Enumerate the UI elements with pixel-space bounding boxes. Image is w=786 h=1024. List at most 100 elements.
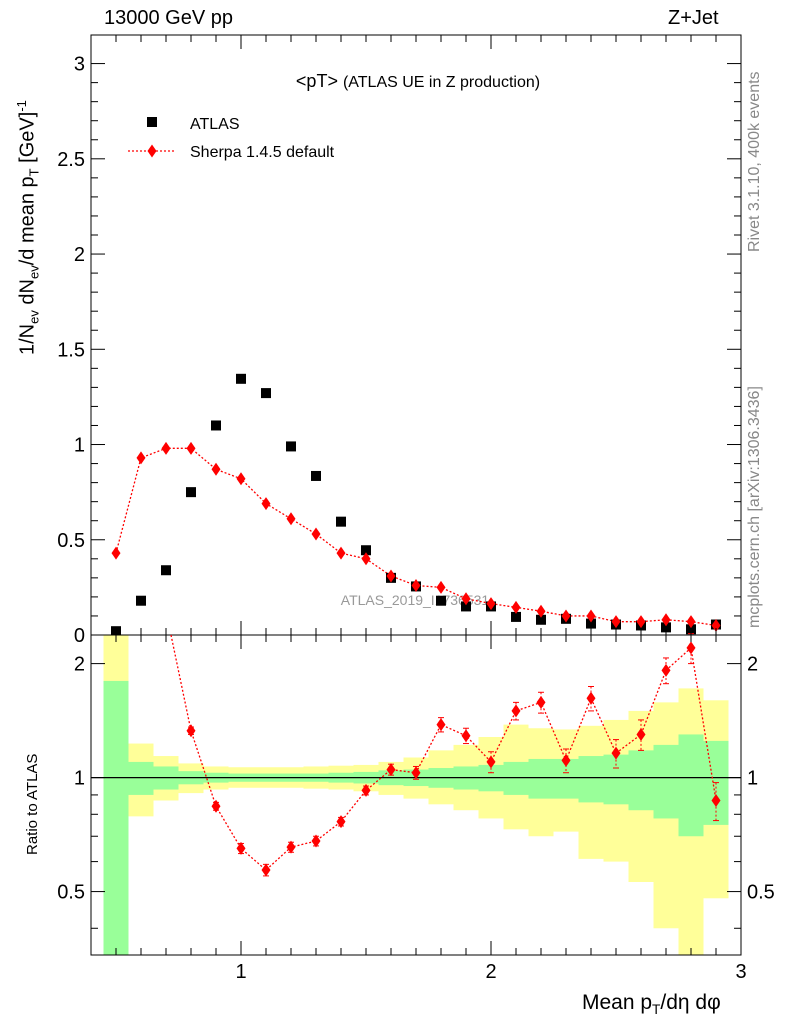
x-tick-label: 3 xyxy=(735,961,746,983)
stat-band-bin xyxy=(603,754,629,805)
x-tick-label: 1 xyxy=(235,961,246,983)
ratio-sherpa-point xyxy=(186,724,196,738)
stat-band-bin xyxy=(678,734,704,837)
ratio-sherpa-point xyxy=(386,763,396,777)
ratio-sherpa-point xyxy=(611,746,621,760)
sherpa-data-point xyxy=(136,451,146,465)
x-tick-label: 2 xyxy=(485,961,496,983)
legend-atlas-marker xyxy=(147,117,157,127)
ratio-sherpa-point xyxy=(261,863,271,877)
ratio-sherpa-line xyxy=(170,634,717,871)
main-y-tick-label: 2 xyxy=(74,244,85,266)
main-y-tick-label: 0 xyxy=(74,625,85,647)
sherpa-data-point xyxy=(311,527,321,541)
atlas-data-point xyxy=(436,595,446,606)
ratio-sherpa-point xyxy=(211,799,221,813)
stat-band-bin xyxy=(128,761,154,795)
sherpa-data-point xyxy=(361,552,371,566)
ratio-sherpa-point xyxy=(536,695,546,709)
atlas-data-point xyxy=(286,441,296,452)
atlas-data-point xyxy=(661,622,671,633)
stat-band-bin xyxy=(503,761,529,795)
stat-band-bin xyxy=(578,756,604,803)
main-frame xyxy=(90,34,742,636)
sherpa-data-point xyxy=(561,609,571,623)
main-y-tick-label: 0.5 xyxy=(57,530,85,552)
legend-sherpa-label: Sherpa 1.4.5 default xyxy=(190,144,335,161)
ratio-sherpa-point xyxy=(711,793,721,807)
ratio-y-tick-label-left: 0.5 xyxy=(57,882,85,904)
main-panel: 0 0.5 1 1.5 2 2.5 3 <pT> (ATLAS UE in Z product… xyxy=(57,34,742,647)
ratio-sherpa-point xyxy=(311,834,321,848)
sherpa-data-point xyxy=(511,600,521,614)
sherpa-data-point xyxy=(536,604,546,618)
rivet-version-label: Rivet 3.1.10, 400k events xyxy=(746,71,763,252)
stat-band-bin xyxy=(528,758,554,799)
plot-title: <pT> (ATLAS UE in Z production) xyxy=(296,71,540,91)
sherpa-data-point xyxy=(611,615,621,629)
atlas-data-point xyxy=(461,601,471,612)
sherpa-data-point xyxy=(636,615,646,629)
atlas-data-point xyxy=(311,470,321,481)
sherpa-data-point xyxy=(386,569,396,583)
ratio-y-tick-label-left: 2 xyxy=(74,654,85,676)
ratio-sherpa-point xyxy=(636,727,646,741)
atlas-data-point xyxy=(211,420,221,431)
legend-sherpa-marker xyxy=(147,144,157,158)
stat-band-bin xyxy=(653,744,679,819)
main-y-tick-label: 1 xyxy=(74,435,85,457)
atlas-data-point xyxy=(586,618,596,629)
sherpa-data-point xyxy=(261,497,271,511)
sherpa-data-point xyxy=(486,597,496,611)
ratio-sherpa-point xyxy=(511,704,521,718)
header-right-label: Z+Jet xyxy=(668,7,719,29)
sherpa-data-point xyxy=(461,592,471,606)
ratio-sherpa-point xyxy=(336,815,346,829)
sherpa-data-point xyxy=(186,441,196,455)
stat-band-bin xyxy=(628,750,654,811)
main-y-axis-label: 1/Nev dNev/d mean pT [GeV]-1 xyxy=(14,100,42,355)
atlas-data-point xyxy=(261,388,271,399)
mcplots-reference-label: mcplots.cern.ch [arXiv:1306.3436] xyxy=(746,386,763,628)
ratio-y-tick-label-right: 1 xyxy=(747,768,758,790)
ratio-sherpa-point xyxy=(561,753,571,767)
atlas-data-point xyxy=(361,545,371,556)
sherpa-data-point xyxy=(211,462,221,476)
ratio-sherpa-point xyxy=(411,766,421,780)
x-axis-label: Mean pT/dη dφ xyxy=(582,991,721,1018)
ratio-sherpa-point xyxy=(236,841,246,855)
header-left-label: 13000 GeV pp xyxy=(104,7,233,29)
plot-title-main: <pT> xyxy=(296,71,343,91)
atlas-data-point xyxy=(336,516,346,527)
sherpa-data-point xyxy=(161,441,171,455)
sherpa-data-point xyxy=(711,618,721,632)
sherpa-data-point xyxy=(436,580,446,594)
ratio-y-tick-label-right: 0.5 xyxy=(747,882,775,904)
ratio-sherpa-point xyxy=(661,663,671,677)
ratio-sherpa-point xyxy=(686,641,696,655)
analysis-watermark: ATLAS_2019_I1736531 xyxy=(341,592,490,608)
stat-band-bin xyxy=(103,680,129,955)
sherpa-data-point xyxy=(111,546,121,560)
sherpa-data-point xyxy=(286,512,296,526)
atlas-data-point xyxy=(136,595,146,606)
ratio-y-tick-label-right: 2 xyxy=(747,654,758,676)
ratio-sherpa-point xyxy=(461,729,471,743)
main-y-tick-label: 3 xyxy=(74,54,85,76)
ratio-panel: 1 2 3 0.5 0.5 1 1 2 2 xyxy=(57,633,775,983)
ratio-sherpa-point xyxy=(361,783,371,797)
ratio-y-axis-label: Ratio to ATLAS xyxy=(24,753,41,855)
sherpa-data-point xyxy=(686,615,696,629)
ratio-sherpa-point xyxy=(436,718,446,732)
sherpa-data-point xyxy=(586,609,596,623)
atlas-data-point xyxy=(161,565,171,576)
sherpa-data-point xyxy=(411,578,421,592)
atlas-data-point xyxy=(511,611,521,622)
ratio-sherpa-point xyxy=(586,691,596,705)
main-y-tick-label: 1.5 xyxy=(57,339,85,361)
sherpa-data-point xyxy=(661,613,671,627)
atlas-data-point xyxy=(236,373,246,384)
atlas-data-point xyxy=(536,614,546,625)
sherpa-data-point xyxy=(336,546,346,560)
